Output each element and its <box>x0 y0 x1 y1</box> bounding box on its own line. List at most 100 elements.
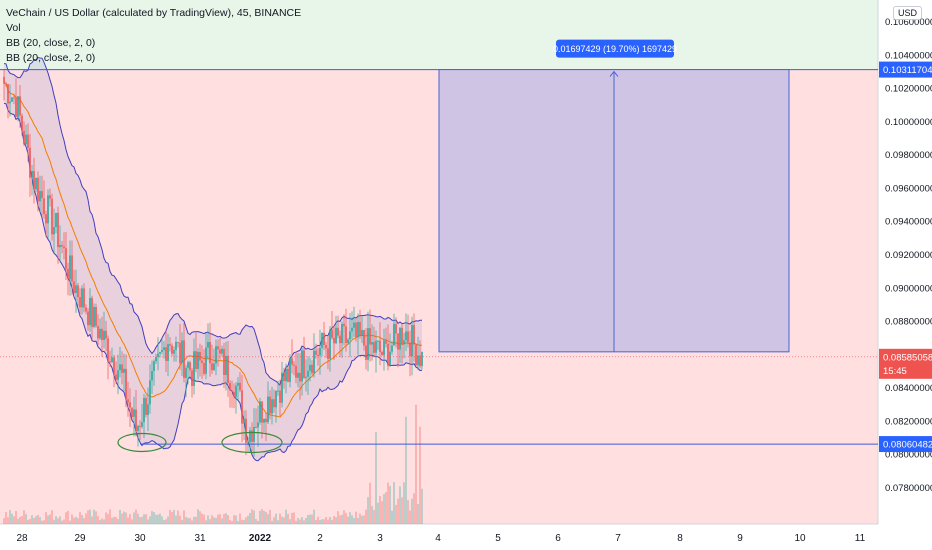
volume-bar <box>275 513 277 524</box>
volume-bar <box>219 514 221 524</box>
volume-bar <box>77 518 79 524</box>
volume-bar <box>167 516 169 524</box>
candle-body <box>285 368 287 382</box>
candle-body <box>355 322 357 338</box>
legend-vol[interactable]: Vol <box>6 22 21 34</box>
current-price-label: 0.08585058 <box>883 352 932 363</box>
bb-basis <box>3 83 423 418</box>
support-ellipse-1 <box>117 432 167 453</box>
volume-bar <box>395 504 397 524</box>
candle-body <box>149 380 151 405</box>
candle-body <box>77 285 79 298</box>
candle-body <box>277 390 279 392</box>
volume-bar <box>59 516 61 524</box>
volume-bar <box>363 515 365 524</box>
bb-lower <box>3 103 423 462</box>
candle-body <box>31 171 33 178</box>
volume-bar <box>373 509 375 524</box>
volume-bar <box>121 513 123 524</box>
candle-body <box>35 177 37 190</box>
candle-body <box>397 333 399 350</box>
volume-bar <box>301 517 303 524</box>
volume-bar <box>7 517 9 524</box>
candle-body <box>321 332 323 348</box>
candle-body <box>113 357 115 375</box>
volume-bar <box>387 482 389 524</box>
volume-bar <box>47 515 49 524</box>
volume-bar <box>99 519 101 524</box>
volume-bar <box>351 515 353 524</box>
candle-body <box>9 101 11 104</box>
volume-bar <box>399 486 401 524</box>
volume-bar <box>247 515 249 524</box>
volume-bar <box>189 518 191 524</box>
candle-body <box>217 346 219 350</box>
candle-body <box>169 344 171 346</box>
volume-bar <box>195 516 197 524</box>
candle-body <box>181 340 183 363</box>
currency-button[interactable]: USD <box>892 6 922 20</box>
volume-bar <box>127 517 129 524</box>
candle-body <box>3 76 5 84</box>
legend-bb-1[interactable]: BB (20, close, 2, 0) <box>6 37 96 49</box>
target-price-box <box>879 61 932 78</box>
candle-body <box>409 342 411 357</box>
legend-bb-2[interactable]: BB (20, close, 2, 0) <box>6 52 96 64</box>
y-tick-label: 0.09800000 <box>885 150 932 161</box>
volume-bar <box>213 517 215 524</box>
volume-bar <box>345 512 347 524</box>
candle-body <box>283 372 285 382</box>
volume-bar <box>415 404 417 524</box>
candle-body <box>167 344 169 361</box>
candle-body <box>339 335 341 344</box>
volume-bar <box>393 482 395 524</box>
x-tick-label: 10 <box>794 533 806 544</box>
candle-body <box>139 425 141 427</box>
volume-bar <box>359 513 361 524</box>
candle-body <box>225 355 227 376</box>
candle-body <box>269 396 271 414</box>
candle-body <box>229 382 231 391</box>
candle-body <box>81 288 83 308</box>
volume-bar <box>209 519 211 524</box>
candle-body <box>175 341 177 350</box>
volume-bar <box>365 509 367 524</box>
volume-bar <box>79 512 81 524</box>
candle-body <box>51 198 53 235</box>
volume-bar <box>279 513 281 524</box>
bg-above-target <box>0 0 878 70</box>
volume-bar <box>361 515 363 524</box>
volume-bar <box>177 510 179 524</box>
candle-body <box>411 325 413 357</box>
volume-bar <box>5 512 7 524</box>
candle-body <box>187 362 189 368</box>
candle-body <box>209 341 211 364</box>
volume-bar <box>409 510 411 524</box>
volume-bar <box>87 510 89 524</box>
volume-bar <box>171 511 173 524</box>
volume-bar <box>251 509 253 524</box>
volume-bar <box>91 516 93 524</box>
volume-bar <box>49 514 51 524</box>
candle-body <box>407 331 409 343</box>
candle-body <box>211 363 213 371</box>
volume-bar <box>411 498 413 524</box>
candle-body <box>279 390 281 403</box>
volume-bar <box>57 518 59 524</box>
x-tick-label: 28 <box>16 533 28 544</box>
y-tick-label: 0.08400000 <box>885 383 932 394</box>
candle-body <box>319 347 321 356</box>
volume-bar <box>347 516 349 524</box>
candle-body <box>127 399 129 403</box>
volume-bar <box>269 510 271 524</box>
volume-bar <box>413 493 415 524</box>
volume-bar <box>11 513 13 524</box>
x-tick-label: 30 <box>134 533 146 544</box>
volume-bar <box>175 515 177 524</box>
y-axis-ticks: 0.10600000 0.10400000 0.10200000 0.10000000… <box>885 17 932 494</box>
candle-body <box>263 418 265 423</box>
volume-bar <box>237 520 239 524</box>
x-tick-label: 7 <box>615 533 621 544</box>
candle-body <box>309 364 311 371</box>
